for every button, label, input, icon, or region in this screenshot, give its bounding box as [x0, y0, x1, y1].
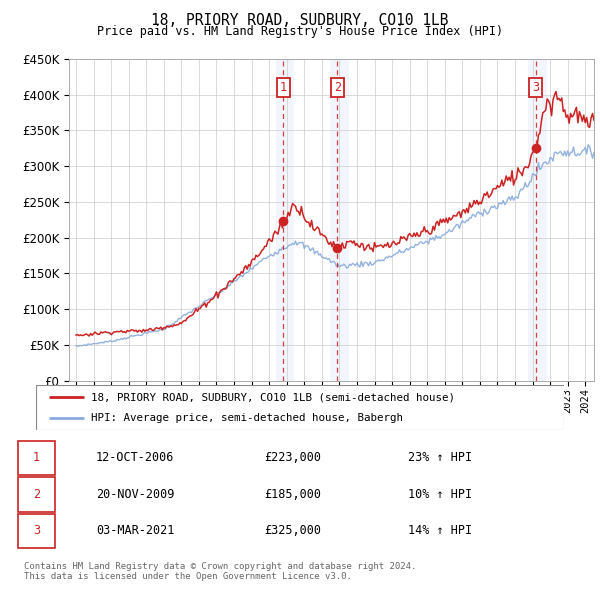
Text: 18, PRIORY ROAD, SUDBURY, CO10 1LB (semi-detached house): 18, PRIORY ROAD, SUDBURY, CO10 1LB (semi…	[91, 392, 455, 402]
Text: 2: 2	[334, 81, 341, 94]
Text: £185,000: £185,000	[264, 488, 321, 501]
Text: 18, PRIORY ROAD, SUDBURY, CO10 1LB: 18, PRIORY ROAD, SUDBURY, CO10 1LB	[151, 13, 449, 28]
Text: 23% ↑ HPI: 23% ↑ HPI	[408, 451, 472, 464]
Text: Price paid vs. HM Land Registry's House Price Index (HPI): Price paid vs. HM Land Registry's House …	[97, 25, 503, 38]
Text: 3: 3	[33, 525, 40, 537]
Text: 3: 3	[532, 81, 539, 94]
Bar	[275, 59, 295, 381]
Text: 14% ↑ HPI: 14% ↑ HPI	[408, 525, 472, 537]
Text: Contains HM Land Registry data © Crown copyright and database right 2024.
This d: Contains HM Land Registry data © Crown c…	[24, 562, 416, 581]
Text: 12-OCT-2006: 12-OCT-2006	[96, 451, 175, 464]
Bar	[330, 59, 349, 381]
Bar	[528, 59, 547, 381]
Text: 20-NOV-2009: 20-NOV-2009	[96, 488, 175, 501]
Text: £325,000: £325,000	[264, 525, 321, 537]
Text: HPI: Average price, semi-detached house, Babergh: HPI: Average price, semi-detached house,…	[91, 412, 403, 422]
Text: 1: 1	[280, 81, 287, 94]
Text: 10% ↑ HPI: 10% ↑ HPI	[408, 488, 472, 501]
Text: 1: 1	[33, 451, 40, 464]
FancyBboxPatch shape	[36, 385, 564, 430]
Text: £223,000: £223,000	[264, 451, 321, 464]
Text: 03-MAR-2021: 03-MAR-2021	[96, 525, 175, 537]
Text: 2: 2	[33, 488, 40, 501]
